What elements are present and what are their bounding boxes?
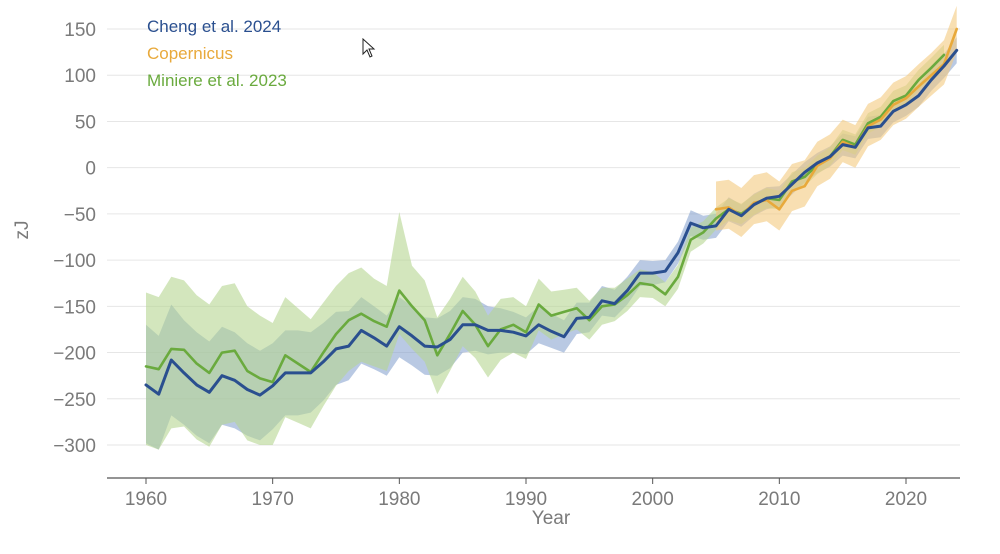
x-tick-label: 1970 [252, 489, 294, 510]
x-tick-label: 1980 [378, 489, 420, 510]
y-axis-ticks: 150 100 50 0 −50 −100 −150 −200 −250 −300 [53, 20, 96, 457]
x-tick-label: 2000 [632, 489, 674, 510]
x-tick-label: 2010 [758, 489, 800, 510]
y-tick-label: −200 [53, 344, 96, 365]
y-tick-label: 100 [64, 66, 96, 87]
uncertainty-band-1 [716, 5, 957, 238]
y-tick-label: −250 [53, 390, 96, 411]
y-tick-label: −50 [64, 205, 96, 226]
y-axis-title: zJ [12, 221, 33, 240]
x-axis-ticks: 1960 1970 1980 1990 2000 2010 2020 [125, 478, 927, 510]
legend: Cheng et al. 2024 Copernicus Miniere et al… [147, 17, 287, 90]
series-lines [144, 27, 959, 397]
legend-entry: Miniere et al. 2023 [147, 71, 287, 90]
legend-entry: Copernicus [147, 44, 233, 63]
gridlines [107, 28, 960, 446]
x-axis-title: Year [532, 508, 571, 529]
x-tick-label: 1960 [125, 489, 167, 510]
x-tick-label: 1990 [505, 489, 547, 510]
mouse-cursor-icon [362, 38, 376, 58]
y-tick-label: 150 [64, 20, 96, 41]
x-tick-label: 2020 [885, 489, 927, 510]
series-line-2 [144, 53, 946, 384]
legend-entry: Cheng et al. 2024 [147, 17, 281, 36]
series-line-0 [144, 48, 959, 397]
y-tick-label: −100 [53, 251, 96, 272]
uncertainty-band-2 [146, 44, 944, 450]
y-tick-label: −300 [53, 436, 96, 457]
y-tick-label: −150 [53, 297, 96, 318]
y-tick-label: 50 [75, 112, 96, 133]
y-tick-label: 0 [85, 159, 96, 180]
